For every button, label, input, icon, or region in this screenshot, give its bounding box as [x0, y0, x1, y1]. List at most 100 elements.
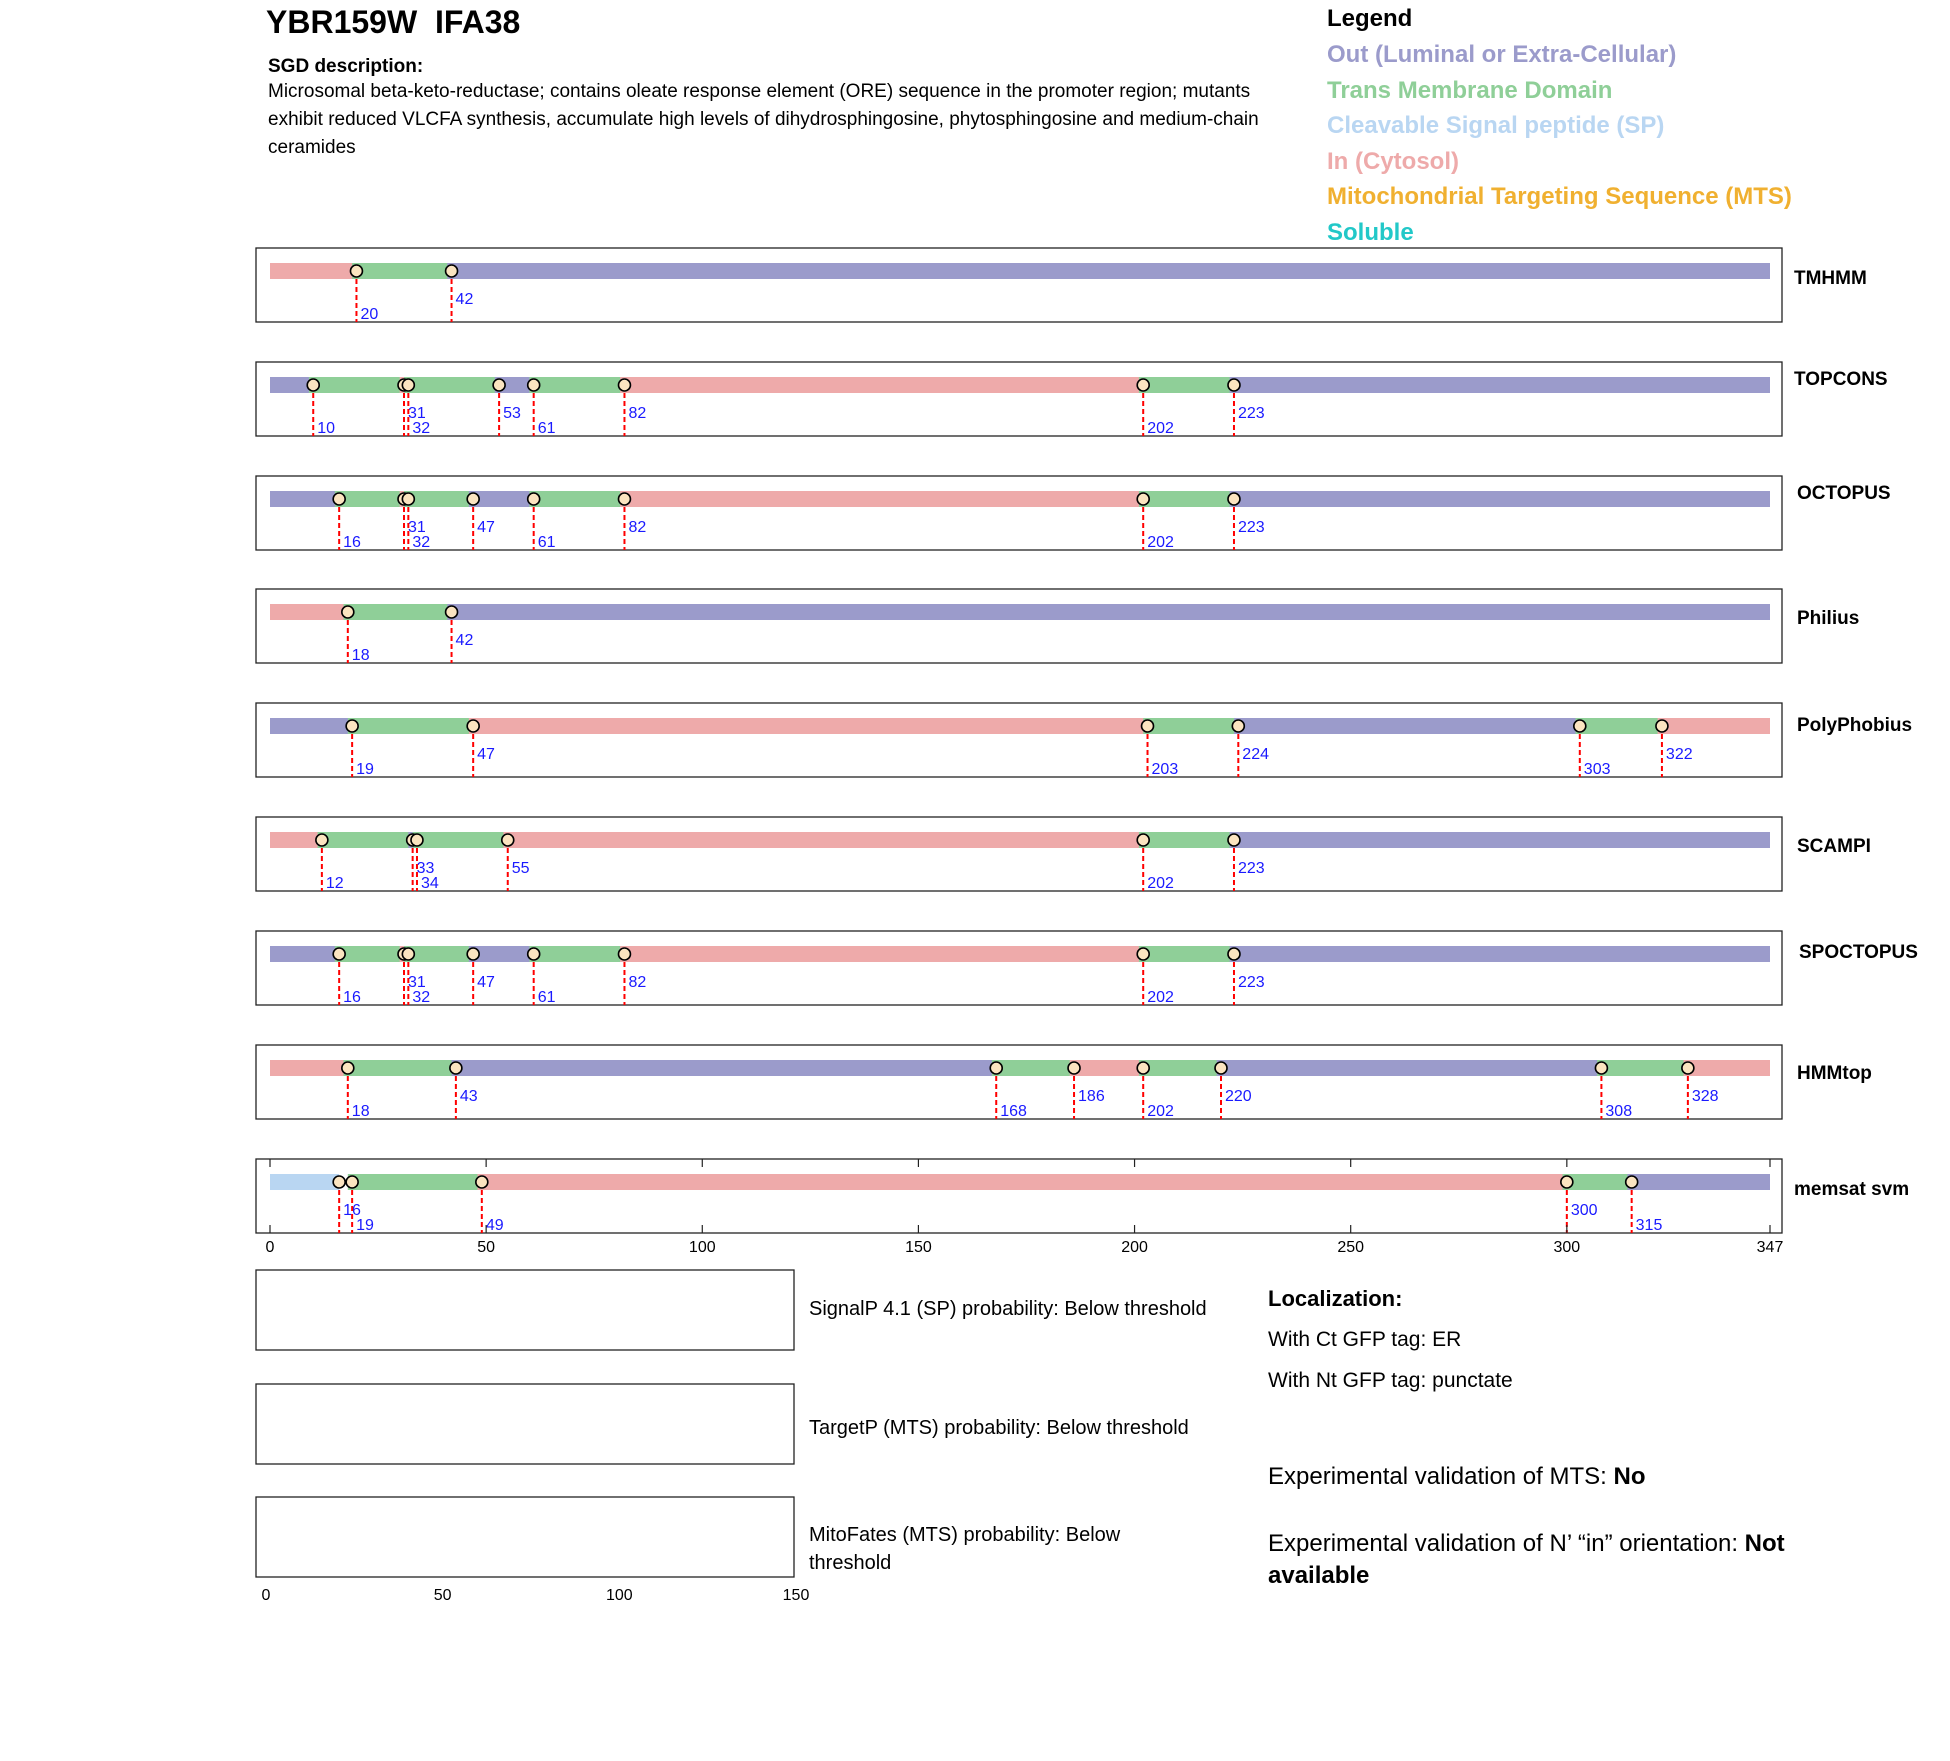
boundary-marker [466, 719, 480, 733]
segment-in [620, 377, 1144, 393]
segment-out [1233, 718, 1580, 734]
x-tick-label: 200 [1121, 1239, 1148, 1256]
x-tick-label: 300 [1553, 1239, 1580, 1256]
segment-in [270, 832, 322, 848]
track-tmhmm: 20 42 TMHMM [255, 247, 1867, 323]
segment-out [1229, 946, 1770, 962]
boundary-marker [332, 492, 346, 506]
segment-out [1229, 491, 1770, 507]
boundary-label: 20 [360, 306, 378, 323]
track-philius: 18 42 Philius [255, 588, 1859, 664]
boundary-label: 202 [1147, 1103, 1174, 1120]
segment-sp [270, 1174, 340, 1190]
sgd-heading: SGD description: [268, 56, 424, 77]
boundary-marker [617, 492, 632, 506]
legend-item-mts: Mitochondrial Targeting Sequence (MTS) [1327, 183, 1792, 210]
boundary-label: 43 [460, 1088, 478, 1105]
track-frame [255, 361, 1783, 437]
localization-nt: With Nt GFP tag: punctate [1268, 1369, 1513, 1392]
boundary-label: 202 [1147, 875, 1174, 892]
track-label: memsat svm [1794, 1179, 1909, 1200]
x-tick-label: 250 [1337, 1239, 1364, 1256]
track-label: TMHMM [1794, 268, 1867, 289]
segment-tm [1138, 832, 1234, 848]
boundary-marker [345, 719, 359, 733]
boundary-label: 32 [412, 420, 430, 437]
legend-item-out: Out (Luminal or Extra-Cellular) [1327, 41, 1677, 68]
segment-tm [347, 718, 474, 734]
boundary-marker [989, 1061, 1004, 1075]
boundary-marker [444, 605, 459, 619]
segment-tm [404, 491, 474, 507]
segment-tm [1138, 491, 1234, 507]
boundary-marker [1136, 833, 1150, 847]
boundary-marker [1572, 719, 1587, 733]
boundary-marker [466, 947, 480, 961]
segment-tm [529, 491, 625, 507]
segment-tm [343, 604, 452, 620]
x-tick-label: 347 [1757, 1239, 1784, 1256]
track-frame [255, 816, 1783, 892]
boundary-marker [349, 264, 364, 278]
boundary-marker [617, 947, 632, 961]
boundary-marker [1136, 947, 1150, 961]
segment-tm [1562, 1174, 1632, 1190]
track-hmmtop: 18 43 168 186 202 220 308 328 HMMtop [255, 1044, 1872, 1120]
boundary-marker [492, 378, 506, 392]
mitofates-label: MitoFates (MTS) probability: Below thres… [809, 1524, 1121, 1574]
mts-validation-label: Experimental validation of MTS: [1268, 1463, 1614, 1490]
boundary-marker [500, 833, 515, 847]
boundary-marker [1214, 1061, 1228, 1075]
boundary-marker [617, 378, 632, 392]
boundary-marker [1594, 1061, 1609, 1075]
mts-validation: Experimental validation of MTS: No [1268, 1463, 1645, 1491]
boundary-label: 61 [538, 534, 556, 551]
segment-out [451, 1060, 997, 1076]
boundary-label: 322 [1666, 746, 1693, 763]
boundary-marker [1624, 1175, 1639, 1189]
segment-out [270, 377, 314, 393]
segment-in [620, 491, 1144, 507]
segment-in [270, 604, 348, 620]
legend-item-sp: Cleavable Signal peptide (SP) [1327, 112, 1665, 139]
boundary-marker [526, 947, 541, 961]
boundary-label: 168 [1000, 1103, 1027, 1120]
boundary-label: 308 [1605, 1103, 1632, 1120]
segment-tm [991, 1060, 1075, 1076]
boundary-label: 55 [512, 860, 530, 877]
boundary-marker [1560, 1175, 1574, 1189]
legend-title: Legend [1327, 5, 1413, 32]
boundary-label: 18 [352, 1103, 370, 1120]
segment-out [1216, 1060, 1602, 1076]
segment-tm [334, 491, 405, 507]
segment-out [270, 718, 353, 734]
boundary-label: 18 [352, 647, 370, 664]
boundary-label: 61 [538, 989, 556, 1006]
probability-panel-2 [255, 1383, 795, 1465]
segment-tm [1143, 718, 1239, 734]
boundary-marker [1136, 492, 1150, 506]
boundary-marker [526, 492, 541, 506]
probability-tick-label: 100 [606, 1587, 633, 1604]
segment-in [477, 1174, 1567, 1190]
segment-out [468, 491, 534, 507]
segment-tm [343, 1060, 456, 1076]
probability-panel-1 [255, 1269, 795, 1351]
segment-tm [352, 263, 452, 279]
track-label: OCTOPUS [1797, 483, 1891, 504]
track-label: Philius [1797, 608, 1859, 629]
boundary-label: 186 [1078, 1088, 1105, 1105]
segment-out [1229, 377, 1770, 393]
boundary-marker [466, 492, 480, 506]
boundary-label: 32 [412, 534, 430, 551]
track-label: SCAMPI [1797, 836, 1871, 857]
legend-item-soluble: Soluble [1327, 218, 1414, 246]
segment-in [1683, 1060, 1770, 1076]
boundary-label: 31 [408, 519, 426, 536]
mts-validation-value: No [1613, 1463, 1646, 1490]
segment-out [270, 946, 340, 962]
boundary-label: 34 [421, 875, 439, 892]
boundary-marker [1655, 719, 1669, 733]
legend-item-in: In (Cytosol) [1327, 147, 1459, 175]
